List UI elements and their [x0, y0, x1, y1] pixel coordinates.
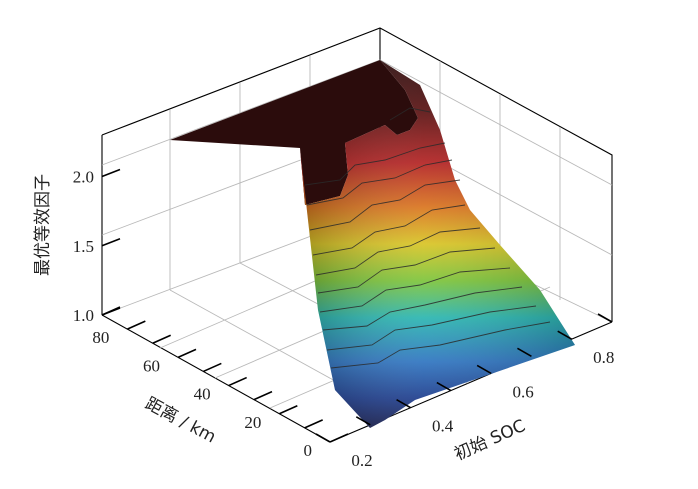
contour-line [306, 159, 453, 206]
distance-tick [152, 334, 171, 344]
contour-line [304, 142, 446, 186]
soc-tick [476, 364, 492, 375]
distance-tick-label: 60 [143, 356, 160, 375]
z-tick [101, 238, 121, 247]
soc-tick-label: 0.2 [351, 451, 372, 470]
soc-tick-label: 0.6 [513, 382, 534, 401]
soc-tick [355, 416, 371, 426]
soc-axis-label: 初始 SOC [451, 416, 528, 465]
grid-line [379, 59, 613, 186]
soc-tick [597, 313, 613, 323]
contour-line [312, 204, 466, 256]
z-axis-label: 最优等效因子 [33, 174, 53, 276]
surface-mesh [170, 60, 575, 428]
soc-tick-label: 0.8 [593, 348, 614, 367]
contour-line [319, 267, 511, 313]
distance-tick-label: 20 [244, 413, 261, 432]
surface-shading [300, 60, 575, 428]
contour-line [330, 321, 551, 369]
z-tick-label: 2.0 [73, 168, 94, 187]
z-tick [101, 168, 121, 178]
contour-line [326, 305, 537, 351]
z-tick-label: 1.5 [73, 237, 94, 256]
contour-line [389, 107, 431, 121]
soc-tick [517, 347, 532, 357]
distance-axis: 0 20 40 60 80 [92, 306, 349, 460]
distance-tick [304, 419, 323, 429]
contour-line [309, 179, 461, 231]
distance-tick [329, 433, 349, 443]
soc-tick [315, 433, 331, 443]
contour-line [317, 247, 496, 294]
soc-tick [396, 399, 411, 409]
distance-tick [127, 320, 146, 330]
surface-plateau [170, 60, 418, 205]
soc-tick-label: 0.4 [432, 417, 454, 436]
distance-tick-label: 0 [304, 441, 313, 460]
z-axis: 1.0 1.5 2.0 [73, 168, 121, 325]
distance-tick [253, 390, 273, 401]
distance-tick-label: 40 [194, 385, 211, 404]
distance-tick [203, 362, 222, 373]
distance-tick [101, 306, 121, 316]
z-tick-label: 1.0 [73, 306, 94, 325]
back-box-edges [101, 27, 613, 322]
soc-axis: 0.2 0.4 0.6 0.8 [315, 313, 614, 470]
distance-axis-line [101, 314, 331, 443]
distance-tick [228, 376, 247, 387]
distance-tick [177, 348, 197, 359]
contour-line [315, 227, 481, 276]
distance-tick-label: 80 [92, 328, 109, 347]
grid-line [101, 59, 381, 166]
contour-line [322, 286, 523, 331]
distance-tick [279, 405, 298, 415]
soc-tick [436, 381, 452, 392]
soc-tick [557, 330, 573, 340]
